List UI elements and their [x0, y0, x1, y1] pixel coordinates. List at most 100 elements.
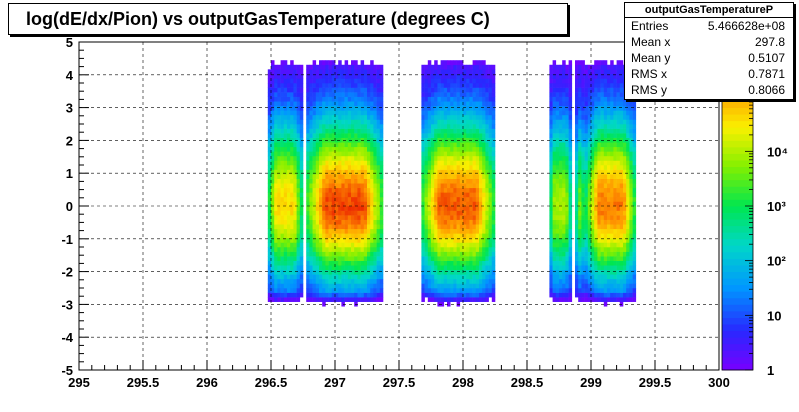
heatmap-cell — [597, 210, 601, 216]
heatmap-cell — [376, 292, 381, 298]
heatmap-cell — [555, 288, 560, 293]
heatmap-cell — [581, 192, 585, 198]
heatmap-cell — [632, 128, 637, 134]
heatmap-cell — [312, 288, 317, 293]
heatmap-cell — [331, 160, 336, 166]
heatmap-cell — [274, 192, 278, 198]
heatmap-cell — [360, 155, 365, 161]
heatmap-cell — [351, 292, 355, 298]
heatmap-cell — [450, 92, 454, 97]
heatmap-cell — [475, 251, 480, 257]
heatmap-cell — [591, 87, 595, 93]
heatmap-cell — [280, 274, 285, 280]
heatmap-cell — [283, 196, 288, 202]
heatmap-cell — [325, 201, 329, 207]
heatmap-cell — [344, 201, 349, 207]
heatmap-cell — [331, 60, 336, 66]
heatmap-cell — [431, 283, 435, 289]
heatmap-cell — [299, 83, 304, 88]
heatmap-cell — [283, 142, 288, 148]
heatmap-cell — [328, 78, 333, 84]
heatmap-cell — [427, 256, 432, 261]
heatmap-cell — [267, 260, 272, 266]
heatmap-cell — [491, 178, 496, 184]
heatmap-cell — [335, 142, 339, 148]
heatmap-cell — [610, 64, 614, 70]
heatmap-cell — [437, 228, 441, 234]
heatmap-cell — [421, 215, 425, 220]
heatmap-cell — [328, 92, 333, 97]
heatmap-cell — [597, 219, 601, 225]
heatmap-cell — [610, 219, 614, 225]
heatmap-cell — [453, 87, 457, 93]
heatmap-cell — [373, 169, 377, 175]
heatmap-cell — [459, 174, 464, 179]
heatmap-cell — [552, 242, 557, 248]
heatmap-cell — [427, 151, 432, 157]
heatmap-cell — [290, 105, 294, 111]
palette-band — [722, 173, 753, 181]
heatmap-cell — [613, 101, 617, 107]
heatmap-cell — [613, 224, 617, 230]
heatmap-cell — [619, 105, 624, 111]
heatmap-cell — [421, 196, 425, 202]
heatmap-cell — [626, 133, 630, 138]
heatmap-cell — [287, 105, 291, 111]
heatmap-cell — [431, 242, 435, 248]
heatmap-cell — [344, 256, 349, 261]
heatmap-cell — [549, 288, 553, 293]
heatmap-cell — [424, 233, 429, 239]
heatmap-cell — [472, 119, 477, 125]
heatmap-cell — [453, 92, 457, 97]
heatmap-cell — [437, 105, 441, 111]
heatmap-cell — [626, 237, 630, 243]
heatmap-cell — [469, 292, 473, 298]
heatmap-cell — [319, 233, 323, 239]
heatmap-cell — [293, 96, 297, 102]
heatmap-cell — [626, 160, 630, 166]
heatmap-cell — [351, 278, 355, 284]
heatmap-cell — [616, 64, 621, 70]
heatmap-cell — [370, 78, 374, 84]
heatmap-cell — [293, 274, 297, 280]
heatmap-cell — [463, 101, 467, 107]
heatmap-cell — [296, 87, 301, 93]
heatmap-cell — [578, 142, 582, 148]
heatmap-cell — [379, 174, 384, 179]
heatmap-cell — [555, 119, 560, 125]
heatmap-cell — [296, 128, 301, 134]
heatmap-cell — [424, 133, 429, 138]
heatmap-cell — [619, 165, 624, 170]
heatmap-cell — [597, 288, 601, 293]
heatmap-cell — [472, 96, 477, 102]
heatmap-cell — [594, 110, 598, 116]
heatmap-cell — [450, 292, 454, 298]
heatmap-cell — [347, 215, 352, 220]
heatmap-cell — [341, 183, 345, 189]
heatmap-cell — [427, 237, 432, 243]
heatmap-cell — [299, 265, 304, 271]
heatmap-cell — [584, 114, 589, 120]
heatmap-cell — [367, 105, 371, 111]
heatmap-cell — [466, 206, 470, 211]
heatmap-cell — [456, 169, 461, 175]
heatmap-cell — [472, 128, 477, 134]
heatmap-cell — [363, 247, 368, 252]
heatmap-cell — [459, 288, 464, 293]
heatmap-cell — [280, 119, 285, 125]
heatmap-cell — [338, 151, 342, 157]
heatmap-cell — [463, 142, 467, 148]
heatmap-cell — [319, 183, 323, 189]
heatmap-cell — [344, 288, 349, 293]
heatmap-cell — [367, 256, 371, 261]
heatmap-cell — [347, 101, 352, 107]
heatmap-cell — [575, 224, 579, 230]
heatmap-cell — [479, 87, 483, 93]
heatmap-cell — [581, 101, 585, 107]
heatmap-cell — [613, 178, 617, 184]
heatmap-cell — [591, 142, 595, 148]
heatmap-cell — [466, 151, 470, 157]
heatmap-cell — [271, 224, 275, 230]
heatmap-cell — [344, 151, 349, 157]
